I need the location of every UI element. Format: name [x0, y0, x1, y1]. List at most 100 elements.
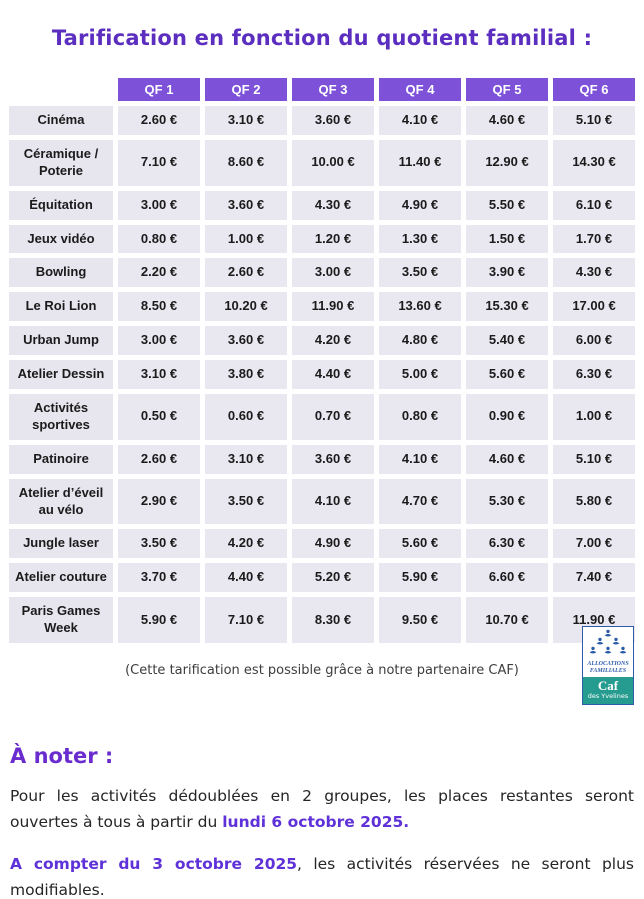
price-cell: 4.70 € — [379, 478, 461, 525]
price-cell: 1.30 € — [379, 224, 461, 254]
price-cell: 3.10 € — [118, 360, 200, 390]
row-label-cell: Jeux vidéo — [9, 224, 113, 254]
price-cell: 5.00 € — [379, 360, 461, 390]
price-cell: 4.40 € — [292, 360, 374, 390]
price-cell: 5.30 € — [466, 478, 548, 525]
note-2-date: A compter du 3 octobre 2025 — [10, 854, 298, 873]
price-cell: 5.90 € — [379, 563, 461, 593]
price-cell: 4.10 € — [379, 444, 461, 474]
note-2-text: , les activités réservées ne seront plus… — [10, 854, 634, 899]
price-cell: 2.60 € — [205, 258, 287, 288]
price-cell: 6.30 € — [466, 529, 548, 559]
price-cell: 4.40 € — [205, 563, 287, 593]
price-cell: 3.50 € — [118, 529, 200, 559]
price-cell: 1.00 € — [553, 394, 635, 440]
price-cell: 4.20 € — [292, 326, 374, 356]
note-1-text: Pour les activités dédoublées en 2 group… — [10, 787, 634, 832]
pricing-table-header: QF 1 QF 2 QF 3 QF 4 QF 5 QF 6 — [9, 78, 635, 101]
price-cell: 14.30 € — [553, 139, 635, 186]
price-cell: 6.00 € — [553, 326, 635, 356]
price-cell: 3.60 € — [292, 106, 374, 135]
table-row: Jungle laser 3.50 €4.20 €4.90 €5.60 €6.30… — [9, 529, 635, 559]
price-cell: 10.70 € — [466, 597, 548, 644]
price-cell: 10.20 € — [205, 292, 287, 322]
price-cell: 8.60 € — [205, 139, 287, 186]
price-cell: 5.80 € — [553, 478, 635, 525]
price-cell: 12.90 € — [466, 139, 548, 186]
pricing-table: QF 1 QF 2 QF 3 QF 4 QF 5 QF 6 Cinéma 2.60 €3.1… — [4, 73, 640, 648]
price-cell: 6.60 € — [466, 563, 548, 593]
qf-column-header: QF 4 — [379, 78, 461, 101]
logo-caf-region: des Yvelines — [587, 692, 629, 701]
price-cell: 4.30 € — [553, 258, 635, 288]
table-row: Patinoire 2.60 €3.10 €3.60 €4.10 €4.60 €5… — [9, 444, 635, 474]
price-cell: 5.20 € — [292, 563, 374, 593]
table-row: Le Roi Lion 8.50 €10.20 €11.90 €13.60 €15… — [9, 292, 635, 322]
price-cell: 5.60 € — [379, 529, 461, 559]
price-cell: 5.10 € — [553, 106, 635, 135]
price-cell: 4.80 € — [379, 326, 461, 356]
pricing-table-body: Cinéma 2.60 €3.10 €3.60 €4.10 €4.60 €5.10… — [9, 106, 635, 644]
row-label-cell: Bowling — [9, 258, 113, 288]
price-cell: 3.00 € — [118, 190, 200, 220]
price-cell: 8.50 € — [118, 292, 200, 322]
row-label-cell: Urban Jump — [9, 326, 113, 356]
price-cell: 0.80 € — [118, 224, 200, 254]
price-cell: 4.90 € — [379, 190, 461, 220]
notes-heading: À noter : — [10, 744, 114, 769]
row-label-cell: Atelier couture — [9, 563, 113, 593]
table-row: Cinéma 2.60 €3.10 €3.60 €4.10 €4.60 €5.10… — [9, 106, 635, 135]
price-cell: 0.90 € — [466, 394, 548, 440]
price-cell: 7.40 € — [553, 563, 635, 593]
table-row: Atelier d’éveil au vélo 2.90 €3.50 €4.10 … — [9, 478, 635, 525]
row-label-cell: Paris Games Week — [9, 597, 113, 644]
table-row: Équitation 3.00 €3.60 €4.30 €4.90 €5.50 €… — [9, 190, 635, 220]
note-paragraph-2: A compter du 3 octobre 2025, les activit… — [10, 851, 634, 899]
family-figures-icon — [589, 629, 627, 654]
row-label-cell: Le Roi Lion — [9, 292, 113, 322]
price-cell: 4.60 € — [466, 444, 548, 474]
table-row: Urban Jump 3.00 €3.60 €4.20 €4.80 €5.40 €… — [9, 326, 635, 356]
price-cell: 7.10 € — [118, 139, 200, 186]
price-cell: 10.00 € — [292, 139, 374, 186]
page-title: Tarification en fonction du quotient fam… — [51, 26, 593, 50]
table-row: Atelier Dessin 3.10 €3.80 €4.40 €5.00 €5.… — [9, 360, 635, 390]
price-cell: 11.40 € — [379, 139, 461, 186]
table-caption: (Cette tarification est possible grâce à… — [125, 663, 519, 679]
price-cell: 3.50 € — [379, 258, 461, 288]
price-cell: 2.20 € — [118, 258, 200, 288]
row-label-cell: Cinéma — [9, 106, 113, 135]
price-cell: 5.50 € — [466, 190, 548, 220]
price-cell: 4.90 € — [292, 529, 374, 559]
price-cell: 15.30 € — [466, 292, 548, 322]
table-row: Jeux vidéo 0.80 €1.00 €1.20 €1.30 €1.50 €… — [9, 224, 635, 254]
table-row: Bowling 2.20 €2.60 €3.00 €3.50 €3.90 €4.3… — [9, 258, 635, 288]
price-cell: 3.10 € — [205, 106, 287, 135]
table-row: Activités sportives 0.50 €0.60 €0.70 €0.8… — [9, 394, 635, 440]
caf-partner-logo: ALLOCATIONS FAMILIALES Caf des Yvelines — [582, 626, 634, 705]
price-cell: 3.70 € — [118, 563, 200, 593]
price-cell: 1.20 € — [292, 224, 374, 254]
price-cell: 4.10 € — [379, 106, 461, 135]
row-label-cell: Activités sportives — [9, 394, 113, 440]
notes-section: À noter : Pour les activités dédoublées … — [0, 744, 644, 899]
price-cell: 8.30 € — [292, 597, 374, 644]
table-row: Paris Games Week 5.90 €7.10 €8.30 €9.50 €… — [9, 597, 635, 644]
price-cell: 3.50 € — [205, 478, 287, 525]
price-cell: 0.50 € — [118, 394, 200, 440]
price-cell: 5.60 € — [466, 360, 548, 390]
price-cell: 3.60 € — [205, 190, 287, 220]
table-row: Céramique / Poterie 7.10 €8.60 €10.00 €11… — [9, 139, 635, 186]
qf-column-header: QF 5 — [466, 78, 548, 101]
price-cell: 4.30 € — [292, 190, 374, 220]
price-cell: 5.90 € — [118, 597, 200, 644]
price-cell: 1.00 € — [205, 224, 287, 254]
price-cell: 13.60 € — [379, 292, 461, 322]
price-cell: 0.70 € — [292, 394, 374, 440]
logo-caf-name: Caf — [597, 677, 619, 693]
price-cell: 9.50 € — [379, 597, 461, 644]
logo-caf-block: Caf des Yvelines — [583, 676, 633, 704]
price-cell: 4.60 € — [466, 106, 548, 135]
price-cell: 0.60 € — [205, 394, 287, 440]
